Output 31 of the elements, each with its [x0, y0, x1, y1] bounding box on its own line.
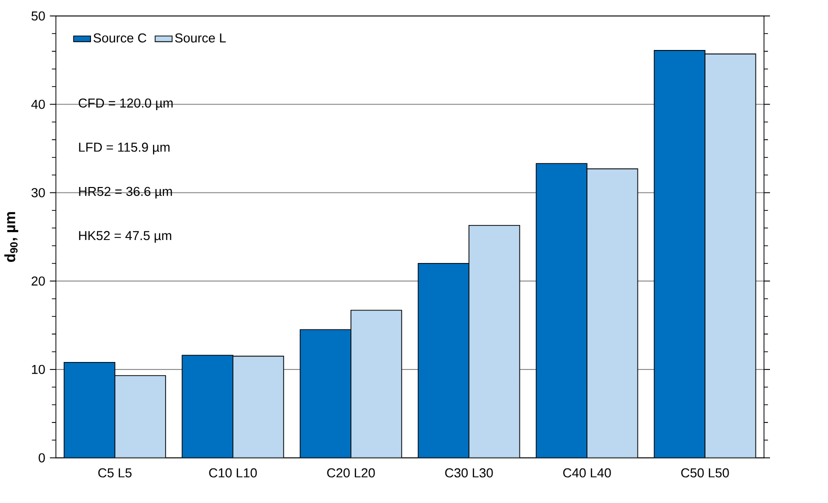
- bar: [64, 362, 115, 458]
- y-tick-label: 10: [32, 365, 45, 374]
- bar: [350, 310, 402, 458]
- bar: [232, 356, 284, 458]
- bar: [536, 164, 587, 458]
- x-tick-label: C5 L5: [98, 468, 132, 478]
- bar: [300, 330, 351, 458]
- legend-label: Source L: [175, 34, 226, 43]
- x-tick-label: C50 L50: [681, 468, 729, 478]
- bar: [182, 355, 233, 458]
- bar: [704, 54, 756, 458]
- x-tick-label: C20 L20: [327, 468, 375, 478]
- bar: [654, 50, 706, 458]
- bar: [114, 376, 166, 458]
- bar: [468, 226, 520, 458]
- annotation: LFD = 115.9 µm: [79, 142, 170, 155]
- x-tick-label: C40 L40: [563, 468, 611, 478]
- y-tick-label: 0: [38, 453, 45, 463]
- y-tick-label: 50: [32, 12, 45, 21]
- legend-label: Source C: [94, 34, 146, 43]
- y-tick-label: 20: [32, 276, 45, 286]
- x-tick-label: C30 L30: [445, 468, 493, 478]
- annotation: HK52 = 47.5 µm: [79, 231, 172, 243]
- y-tick-label: 40: [31, 100, 45, 110]
- y-tick-label: 30: [32, 188, 45, 198]
- x-tick-label: C10 L10: [209, 468, 257, 478]
- bar: [586, 168, 638, 458]
- bar: [418, 264, 469, 458]
- annotation: CFD = 120.0 µm: [78, 98, 173, 110]
- y-axis-title: d$_{90}$, µm: [4, 212, 18, 262]
- annotation: HR52 = 36.6 µm: [79, 186, 172, 199]
